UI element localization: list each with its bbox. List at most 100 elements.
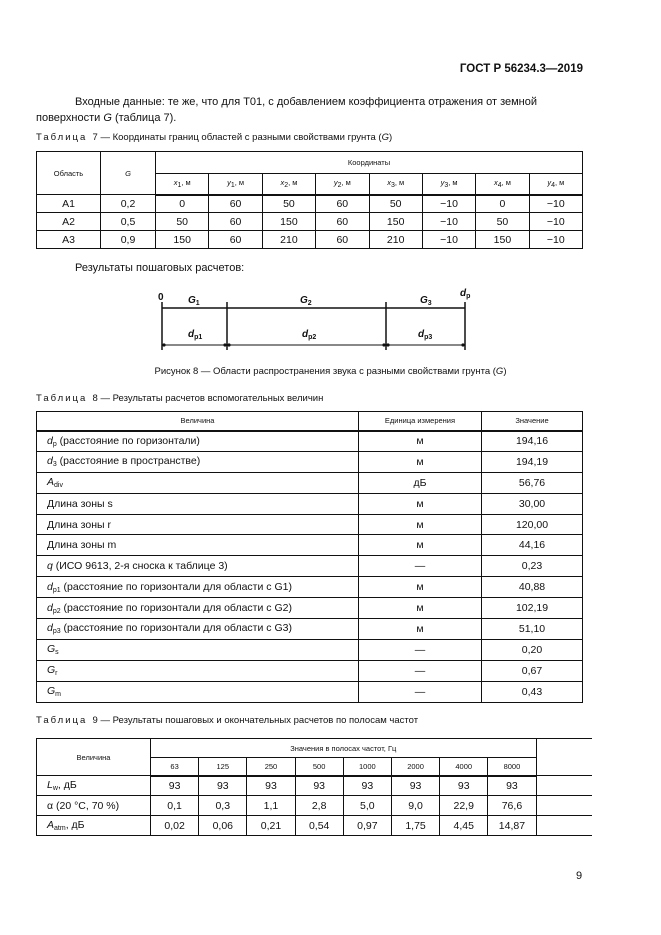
value-cell: 0,23 [481, 555, 583, 578]
coord-unit: , м [341, 178, 351, 188]
table-label: Таблица [36, 132, 88, 143]
empty-cell [535, 775, 592, 796]
coord-unit: , м [554, 178, 565, 188]
value-cell: 76,6 [487, 795, 537, 816]
value-cell: 0,20 [481, 638, 583, 661]
value-cell: 0,1 [149, 795, 200, 816]
figure-8-diagram: 0 G1 G2 G3 dp dp1 dp2 dp3 [158, 288, 470, 350]
symbol: d [47, 622, 53, 635]
table-cell: 210 [368, 230, 423, 249]
coord-var: y [547, 178, 552, 188]
value-cell: 0,54 [294, 815, 344, 836]
value-cell: 0,97 [342, 815, 392, 836]
quantity-cell: Adiv [36, 471, 359, 494]
value-cell: 0,21 [246, 815, 296, 836]
value-cell: 22,9 [439, 795, 489, 816]
band-header: 1000 [342, 757, 392, 777]
coord-unit: , м [501, 178, 511, 188]
unit-cell: м [358, 597, 482, 620]
table-cell: −10 [421, 194, 477, 213]
symbol-subscript: r [55, 670, 58, 678]
table-row: d3 (расстояние в пространстве) м 194,19 [36, 450, 583, 473]
page-number: 9 [576, 870, 583, 882]
value-cell: 93 [246, 775, 296, 796]
quantity-cell: dp (расстояние по горизонтали) [36, 430, 359, 452]
table-label: Таблица [36, 393, 88, 404]
table-row: dp (расстояние по горизонтали) м 194,16 [36, 430, 583, 452]
col-g-label: G [125, 168, 131, 178]
table-row: Длина зоны r м 120,00 [36, 513, 583, 536]
symbol-subscript: atm [54, 825, 66, 832]
symbol-subscript: p2 [52, 607, 61, 615]
coord-index: 3 [390, 182, 395, 190]
quantity-cell: dp3 (расстояние по горизонтали для облас… [36, 618, 359, 640]
symbol: d [47, 455, 53, 468]
coord-unit: , м [448, 178, 458, 188]
caption-g: G [495, 366, 504, 377]
empty-cell [535, 795, 592, 816]
col-coords: Координаты [155, 151, 583, 174]
table-cell: 60 [208, 212, 263, 231]
unit-cell: м [358, 450, 482, 473]
table-number: 9 [92, 715, 98, 726]
document-id: ГОСТ Р 56234.3—2019 [459, 63, 583, 75]
coord-index: 4 [551, 182, 555, 190]
value-cell: 44,16 [481, 534, 583, 557]
symbol: d [47, 580, 53, 593]
table-cell: 60 [208, 230, 263, 249]
unit-cell: — [358, 638, 482, 661]
col-coord: x1, м [154, 173, 210, 196]
value-cell: 102,19 [481, 597, 583, 620]
coord-index: 3 [444, 182, 449, 190]
coord-var: x [173, 178, 178, 188]
unit-cell: м [358, 618, 482, 640]
band-header: 8000 [487, 757, 537, 777]
value-cell: 1,1 [246, 795, 296, 816]
table-title-g: G [381, 132, 389, 143]
quantity-cell: d3 (расстояние в пространстве) [36, 450, 359, 473]
value-cell: 93 [294, 775, 344, 796]
value-cell: 93 [487, 775, 537, 796]
quantity-cell: Gr [36, 659, 359, 682]
symbol-subscript: s [55, 649, 59, 657]
symbol: q [47, 560, 53, 573]
table-cell: А1 [36, 194, 101, 213]
figure-8-caption: Рисунок 8 — Области распространения звук… [0, 366, 661, 377]
value-cell: 56,76 [481, 471, 583, 494]
quantity-cell: dp1 (расстояние по горизонтали для облас… [36, 576, 359, 599]
quantity-cell: Длина зоны s [36, 492, 359, 515]
table-cell: 60 [315, 230, 370, 249]
coord-index: 1 [177, 182, 182, 190]
table-row: dp3 (расстояние по горизонтали для облас… [36, 618, 583, 640]
value-cell: 93 [390, 775, 441, 796]
empty-cell [535, 815, 592, 836]
symbol: A [47, 476, 55, 489]
value-cell: 14,87 [487, 815, 537, 836]
intro-paragraph: Входные данные: те же, что для Т01, с до… [36, 94, 583, 126]
band-header: 2000 [390, 757, 441, 777]
coord-unit: , м [394, 178, 405, 188]
value-cell: 93 [439, 775, 489, 796]
table-cell: А2 [36, 212, 101, 231]
unit-cell: м [358, 430, 482, 452]
col-coord: y4, м [528, 173, 584, 196]
symbol: G [47, 664, 56, 677]
value-cell: 4,45 [439, 815, 489, 836]
table-cell: −10 [528, 212, 584, 231]
table-row: Gm —0,43 [36, 680, 583, 703]
col-coord: y2, м [315, 173, 370, 196]
table-8: Величина Единица измерения Значение dp (ра… [36, 411, 583, 703]
description: (расстояние по горизонтали для области с… [60, 580, 292, 593]
value-cell: 0,02 [149, 815, 200, 836]
coord-index: 2 [337, 182, 342, 190]
description: (ИСО 9613, 2-я сноска к таблице 3) [52, 560, 228, 573]
coord-unit: , м [234, 178, 245, 188]
col-area: Область [36, 151, 101, 195]
symbol: G [47, 685, 56, 698]
table-cell: −10 [528, 194, 584, 213]
table-row: dp2 (расстояние по горизонтали для облас… [36, 597, 583, 620]
empty-col [535, 738, 592, 776]
g2-label: G2 [300, 295, 312, 307]
value-cell: 51,10 [481, 618, 583, 640]
